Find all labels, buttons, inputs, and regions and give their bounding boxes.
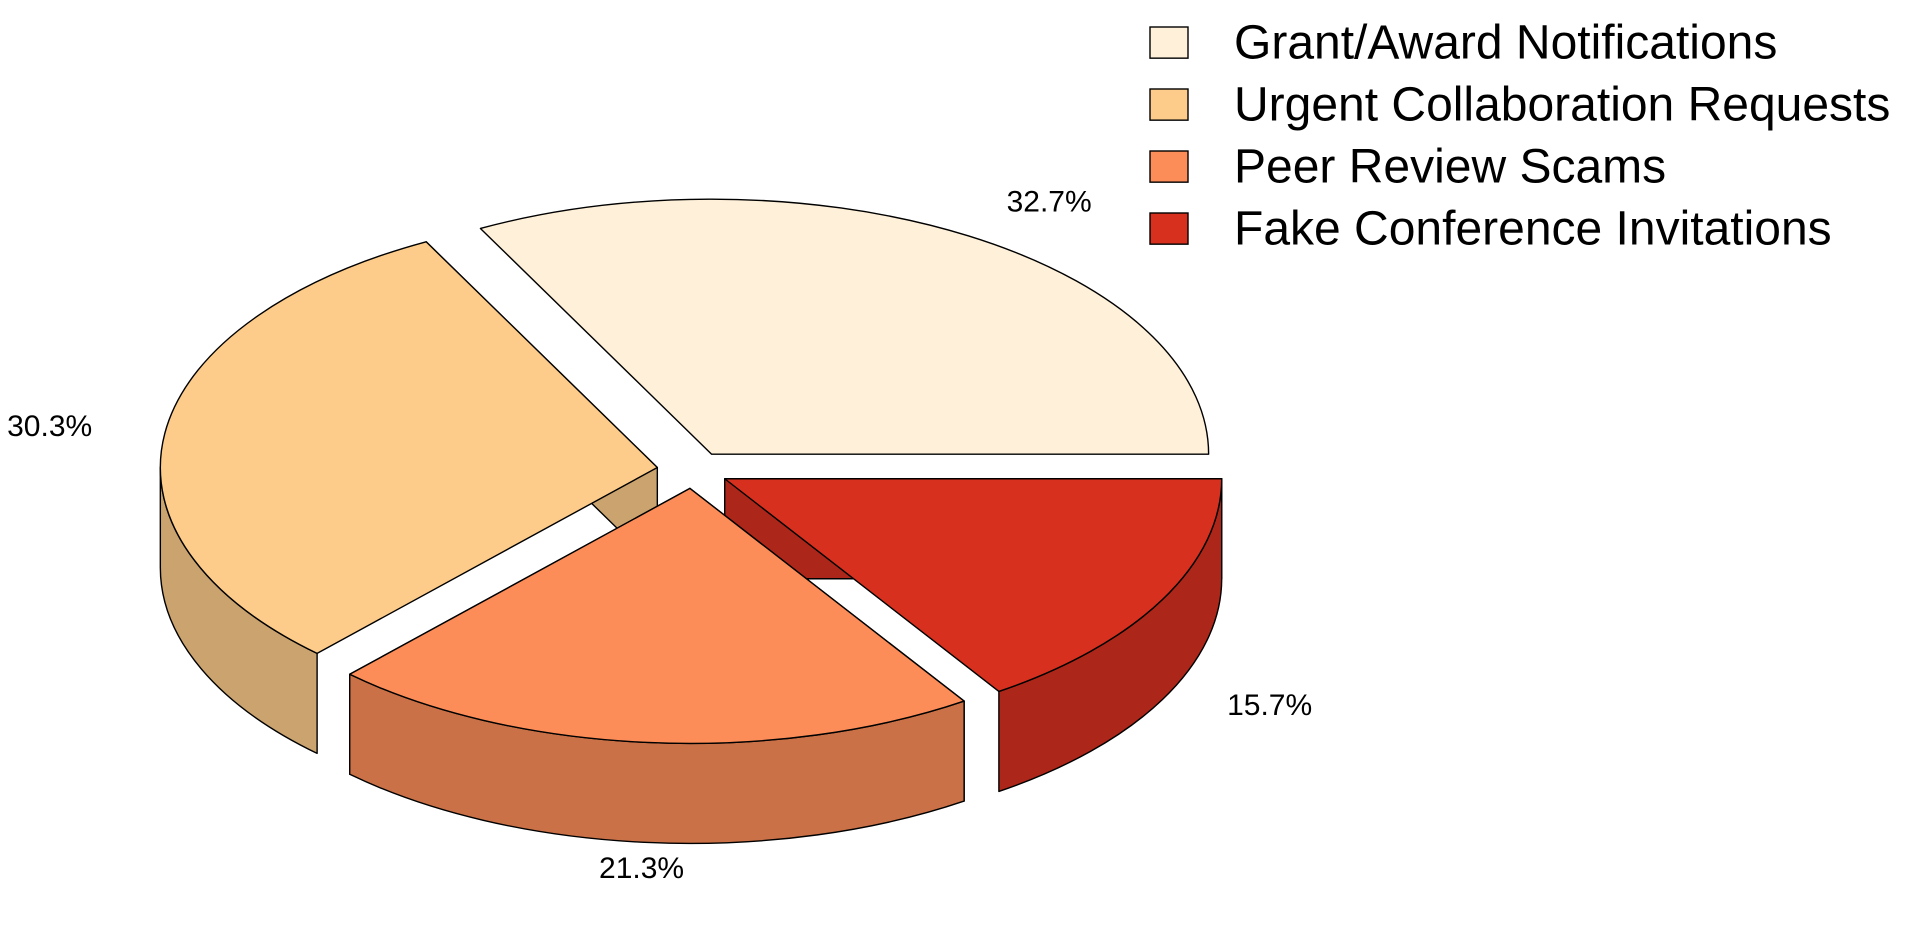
legend-swatch-fake-conference-invitations <box>1149 212 1189 245</box>
legend-label-fake-conference-invitations: Fake Conference Invitations <box>1234 203 1832 256</box>
legend-swatch-peer-review-scams <box>1149 150 1189 183</box>
legend-item: Peer Review Scams <box>1149 141 1666 194</box>
slice-fake-conference-invitations <box>724 478 1223 693</box>
pie-tops <box>159 198 1223 745</box>
slice-urgent-collaboration-requests <box>159 241 659 655</box>
slice-label-peer-review-scams: 21.3% <box>599 852 684 885</box>
legend: Grant/Award Notifications Urgent Collabor… <box>1149 17 1890 256</box>
slice-peer-review-scams <box>349 487 965 745</box>
legend-swatch-grant-award-notifications <box>1149 26 1189 59</box>
slice-grant-award-notifications <box>479 198 1210 455</box>
legend-label-peer-review-scams: Peer Review Scams <box>1234 141 1666 194</box>
legend-label-grant-award-notifications: Grant/Award Notifications <box>1234 17 1777 70</box>
legend-item: Grant/Award Notifications <box>1149 17 1777 70</box>
legend-swatch-urgent-collaboration-requests <box>1149 88 1189 121</box>
legend-item: Fake Conference Invitations <box>1149 203 1832 256</box>
slice-label-urgent-collaboration-requests: 30.3% <box>7 410 92 443</box>
legend-label-urgent-collaboration-requests: Urgent Collaboration Requests <box>1234 79 1890 132</box>
legend-item: Urgent Collaboration Requests <box>1149 79 1890 132</box>
slice-labels: 32.7% 30.3% 21.3% 15.7% <box>7 186 1312 885</box>
slice-label-grant-award-notifications: 32.7% <box>1007 186 1092 219</box>
slice-label-fake-conference-invitations: 15.7% <box>1227 689 1312 722</box>
